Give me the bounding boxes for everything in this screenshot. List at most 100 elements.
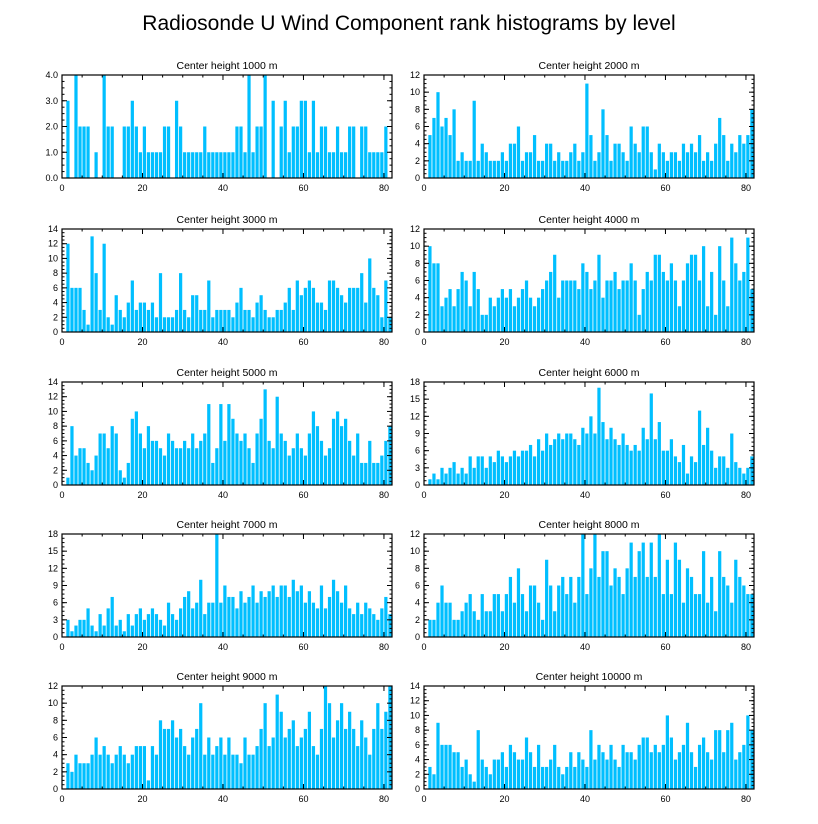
histogram-bar [706, 602, 710, 637]
histogram-bar [98, 754, 102, 789]
x-tick-label: 40 [218, 642, 228, 652]
histogram-bar [271, 448, 275, 485]
histogram-bar [98, 614, 102, 637]
histogram-bar [617, 444, 621, 485]
y-tick-label: 15 [48, 546, 58, 556]
histogram-bar [203, 309, 207, 332]
histogram-bar [464, 160, 468, 178]
histogram-bar [701, 160, 706, 178]
x-tick-label: 80 [741, 794, 751, 804]
histogram-bar [714, 730, 718, 789]
histogram-bar [714, 314, 718, 332]
x-tick-label: 0 [59, 183, 64, 193]
histogram-bar [746, 237, 750, 332]
y-tick-label: 12 [410, 696, 420, 706]
rank-histogram-panel: Center height 9000 m 0 2 4 6 8 10 12 0 20 40 60 80 [48, 671, 393, 804]
histogram-bar [722, 752, 726, 789]
histogram-bar [553, 160, 557, 178]
histogram-bar [339, 152, 344, 178]
histogram-bar [685, 473, 690, 485]
histogram-bar [464, 473, 468, 485]
histogram-bar [307, 433, 312, 485]
histogram-bar [130, 280, 134, 332]
y-tick-label: 15 [410, 394, 420, 404]
histogram-bar [589, 730, 593, 789]
histogram-bar [536, 439, 541, 485]
histogram-bar [295, 280, 299, 332]
histogram-bar [742, 585, 746, 637]
histogram-bar [701, 246, 706, 332]
histogram-bar [480, 594, 484, 637]
histogram-bar [673, 152, 678, 178]
histogram-bar [187, 317, 191, 332]
x-tick-label: 60 [298, 642, 308, 652]
histogram-bar [464, 759, 468, 789]
histogram-bar [456, 619, 460, 637]
histogram-bar [344, 418, 348, 485]
histogram-bar [557, 152, 561, 178]
histogram-bar [235, 754, 239, 789]
histogram-bar [476, 289, 480, 332]
histogram-bar [118, 470, 122, 485]
histogram-bar [82, 309, 86, 332]
histogram-bar [263, 596, 267, 637]
histogram-bar [569, 576, 573, 637]
histogram-bar [82, 448, 86, 485]
histogram-bar [633, 280, 637, 332]
histogram-bar [738, 752, 742, 789]
histogram-bar [66, 477, 70, 485]
histogram-bar [315, 152, 320, 178]
histogram-bar [219, 602, 223, 637]
x-tick-label: 0 [421, 337, 426, 347]
histogram-bar [549, 585, 553, 637]
histogram-bar [78, 619, 82, 637]
y-tick-label: 12 [48, 239, 58, 249]
histogram-bar [74, 455, 78, 485]
histogram-bar [464, 280, 468, 332]
histogram-bar [665, 280, 669, 332]
histogram-bar [484, 766, 488, 789]
x-tick-label: 0 [421, 490, 426, 500]
histogram-bar [114, 754, 118, 789]
histogram-bar [649, 393, 653, 485]
histogram-bar [645, 576, 649, 637]
histogram-bar [207, 280, 211, 332]
histogram-bar [496, 450, 500, 485]
histogram-bar [714, 143, 718, 178]
histogram-bar [162, 317, 167, 332]
histogram-bar [641, 542, 645, 637]
histogram-bar [637, 152, 641, 178]
histogram-bar [275, 309, 279, 332]
histogram-bar [327, 703, 332, 789]
histogram-bar [66, 619, 70, 637]
y-tick-label: 0 [415, 784, 420, 794]
histogram-bar [291, 579, 295, 637]
histogram-bar [70, 631, 74, 637]
rank-histogram-panel: Center height 8000 m 0 2 4 6 8 10 12 0 20 40 60 80 [410, 519, 755, 652]
histogram-bar [162, 728, 167, 789]
histogram-bar [734, 462, 738, 485]
histogram-bar [94, 455, 98, 485]
histogram-bar [617, 289, 621, 332]
histogram-bar [372, 614, 376, 637]
histogram-bar [669, 737, 674, 789]
histogram-bar [689, 143, 694, 178]
y-tick-label: 6 [415, 446, 420, 456]
histogram-bar [90, 625, 94, 637]
histogram-bar [279, 711, 283, 789]
histogram-bar [484, 314, 488, 332]
histogram-bar [154, 754, 159, 789]
histogram-bar [158, 720, 163, 789]
histogram-bar [356, 602, 360, 637]
histogram-bar [348, 287, 352, 332]
x-tick-label: 20 [499, 642, 509, 652]
histogram-bar [541, 766, 545, 789]
histogram-bar [601, 422, 605, 485]
histogram-bar [460, 467, 464, 485]
histogram-bar [146, 780, 151, 789]
histogram-bar [78, 287, 82, 332]
histogram-bar [271, 585, 275, 637]
histogram-bar [730, 237, 734, 332]
histogram-bar [569, 280, 573, 332]
panel-title: Center height 9000 m [177, 671, 278, 683]
